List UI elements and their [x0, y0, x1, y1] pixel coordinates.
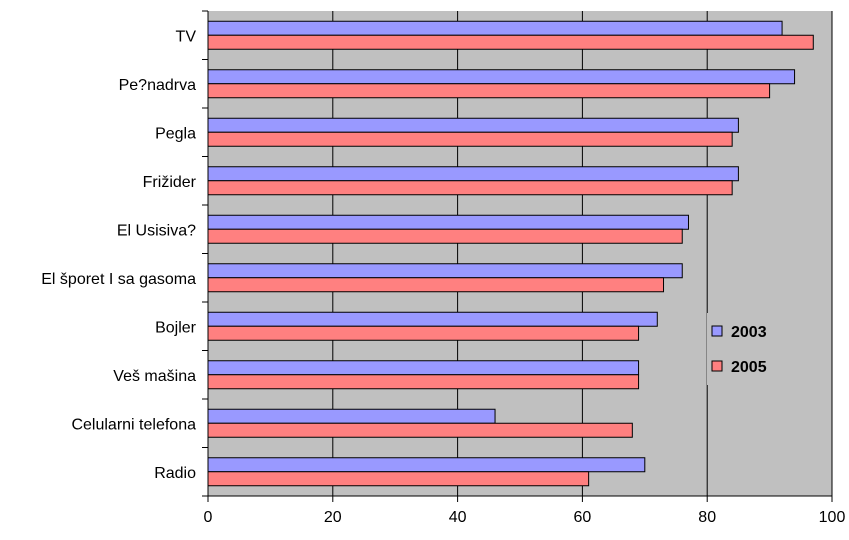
bar-2003-8 [207, 408, 496, 424]
bar-2003-6 [207, 311, 658, 327]
bar-2005-4 [207, 228, 683, 244]
category-label: El Usisiva? [117, 222, 196, 239]
bar-2005-3 [207, 180, 733, 196]
x-tick-label-100: 100 [819, 509, 846, 526]
bar-2003-9 [207, 457, 646, 473]
category-label: Pegla [155, 125, 196, 142]
category-label: Bojler [155, 319, 197, 336]
x-tick-label-40: 40 [449, 509, 467, 526]
bar-2005-5 [207, 277, 665, 293]
x-tick-labels: 0 20 40 60 80 100 [204, 496, 846, 526]
legend-label-2005: 2005 [731, 359, 767, 376]
bar-2003-5 [207, 263, 683, 279]
category-label: TV [176, 28, 197, 45]
x-tick-label-60: 60 [574, 509, 592, 526]
category-label: Veš mašina [113, 368, 196, 385]
axes [202, 10, 832, 497]
bar-2003-4 [207, 214, 689, 230]
bar-2003-7 [207, 360, 640, 376]
category-label: El šporet I sa gasoma [41, 271, 196, 288]
bar-2003-0 [207, 20, 783, 36]
bar-2003-2 [207, 117, 739, 133]
legend-swatch-2005 [711, 360, 723, 372]
bar-2005-0 [207, 34, 814, 50]
category-label: Pe?nadrva [119, 77, 196, 94]
x-tick-label-20: 20 [324, 509, 342, 526]
legend: 2003 2005 [707, 313, 785, 385]
x-tick-label-80: 80 [698, 509, 716, 526]
bar-2003-3 [207, 166, 739, 182]
category-labels: TV Pe?nadrva Pegla Frižider El Usisiva? El šp… [41, 28, 196, 482]
category-label: Frižider [143, 174, 197, 191]
category-label: Radio [154, 465, 196, 482]
bar-2005-9 [207, 471, 590, 487]
legend-swatch-2003 [711, 325, 723, 337]
bar-2005-1 [207, 83, 771, 99]
bars [207, 20, 814, 487]
bar-2005-7 [207, 374, 640, 390]
bar-2005-8 [207, 422, 633, 438]
bar-2005-2 [207, 131, 733, 147]
x-tick-label-0: 0 [204, 509, 213, 526]
legend-label-2003: 2003 [731, 324, 767, 341]
category-label: Celularni telefona [71, 416, 196, 433]
bar-2005-6 [207, 325, 640, 341]
legend-background [707, 313, 785, 385]
bar-2003-1 [207, 69, 796, 85]
